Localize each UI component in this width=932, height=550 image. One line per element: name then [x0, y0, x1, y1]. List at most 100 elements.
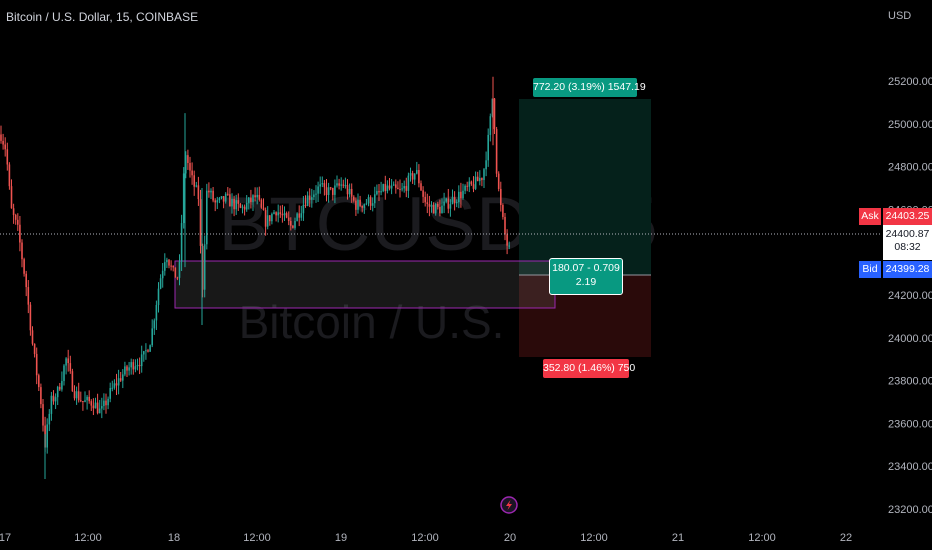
- ask-price: 24403.25: [883, 208, 932, 225]
- candle-body: [21, 242, 23, 260]
- candle-body: [262, 207, 265, 211]
- candle-body: [392, 184, 395, 186]
- candle-body: [233, 198, 235, 210]
- candle-body: [203, 244, 206, 290]
- time-tick-label: 12:00: [243, 532, 271, 544]
- candle-body: [365, 203, 368, 205]
- time-axis[interactable]: 17 12:00 18 12:00 19 12:00 20 12:00 21 12:00 22: [0, 532, 852, 544]
- time-tick-label: 12:00: [74, 532, 102, 544]
- symbol-title[interactable]: Bitcoin / U.S. Dollar, 15, COINBASE: [6, 10, 199, 24]
- candle-body: [323, 183, 326, 188]
- candle-body: [315, 193, 317, 195]
- candle-body: [296, 213, 298, 221]
- candle-body: [470, 181, 473, 185]
- candle-body: [340, 184, 342, 186]
- candle-body: [311, 197, 313, 200]
- bid-tag: Bid 24399.28: [859, 261, 932, 278]
- candle-body: [302, 204, 305, 214]
- candle-body: [46, 424, 48, 448]
- candle-body: [245, 202, 248, 210]
- candle-body: [107, 398, 109, 406]
- candle-body: [239, 203, 242, 208]
- candle-body: [69, 363, 72, 372]
- price-scale[interactable]: 25200.0025000.0024800.0024600.0024400.00…: [888, 76, 932, 516]
- candle-body: [348, 188, 351, 195]
- candle-body: [319, 184, 321, 187]
- candle-body: [48, 413, 51, 425]
- candle-body: [206, 190, 208, 245]
- candle-body: [285, 213, 288, 218]
- candle-body: [119, 378, 122, 381]
- candle-body: [140, 354, 143, 367]
- price-tick-label: 24200.00: [888, 290, 932, 302]
- candle-body: [342, 184, 345, 186]
- candle-body: [105, 400, 107, 406]
- candle-body: [413, 173, 416, 180]
- candle-body: [65, 358, 67, 366]
- candle-body: [300, 213, 303, 218]
- last-price-tag: 24400.87 08:32: [883, 225, 932, 260]
- candle-body: [117, 378, 120, 386]
- candle-body: [344, 185, 347, 187]
- candle-body: [161, 270, 164, 279]
- time-tick-label: 18: [168, 532, 180, 544]
- candle-body: [283, 213, 286, 216]
- candle-body: [187, 155, 189, 163]
- candle-body: [411, 173, 414, 180]
- candle-body: [82, 401, 84, 403]
- candlestick-series[interactable]: [0, 76, 510, 480]
- candle-body: [453, 197, 456, 204]
- candle-body: [90, 401, 93, 406]
- candle-body: [50, 395, 53, 414]
- candle-body: [103, 400, 105, 407]
- candle-body: [350, 188, 353, 197]
- candle-body: [101, 406, 103, 409]
- candle-body: [495, 129, 498, 174]
- candle-body: [380, 191, 382, 193]
- candle-body: [428, 203, 431, 207]
- candle-body: [449, 204, 452, 209]
- candle-body: [143, 351, 145, 355]
- candle-body: [241, 206, 244, 208]
- candle-body: [502, 205, 504, 217]
- candle-body: [422, 190, 424, 197]
- candle-body: [420, 183, 422, 191]
- ask-tag: Ask 24403.25: [859, 208, 932, 225]
- time-tick-label: 19: [335, 532, 347, 544]
- candle-body: [227, 193, 229, 195]
- candle-body: [481, 178, 483, 181]
- candle-body: [10, 186, 13, 209]
- candle-body: [298, 213, 300, 218]
- candle-body: [67, 358, 69, 364]
- price-tick-label: 24800.00: [888, 162, 932, 174]
- candle-body: [193, 175, 195, 187]
- candle-body: [243, 206, 246, 210]
- candle-body: [489, 116, 492, 135]
- candle-body: [14, 214, 17, 220]
- candle-body: [269, 215, 271, 222]
- candle-body: [199, 199, 202, 246]
- candle-body: [172, 265, 174, 268]
- candle-body: [434, 203, 437, 214]
- candle-body: [359, 199, 361, 206]
- candle-body: [2, 140, 4, 145]
- support-zone-rectangle[interactable]: [174, 260, 556, 309]
- candle-body: [231, 198, 233, 207]
- candle-body: [325, 187, 328, 196]
- position-center-label[interactable]: 180.07 - 0.709 2.19: [549, 258, 623, 295]
- position-center-line2: 2.19: [575, 276, 597, 288]
- lightning-icon[interactable]: [500, 496, 518, 514]
- candle-body: [266, 215, 269, 227]
- position-target-zone[interactable]: [519, 99, 651, 275]
- candle-body: [52, 395, 55, 402]
- stop-label: 352.80 (1.46%) 750: [543, 359, 635, 378]
- candle-body: [458, 191, 460, 203]
- candle-body: [19, 224, 21, 243]
- candle-body: [403, 186, 405, 189]
- candle-body: [491, 98, 494, 117]
- candle-body: [224, 193, 227, 202]
- candle-body: [166, 259, 168, 263]
- candle-body: [151, 328, 153, 346]
- candle-body: [346, 185, 349, 195]
